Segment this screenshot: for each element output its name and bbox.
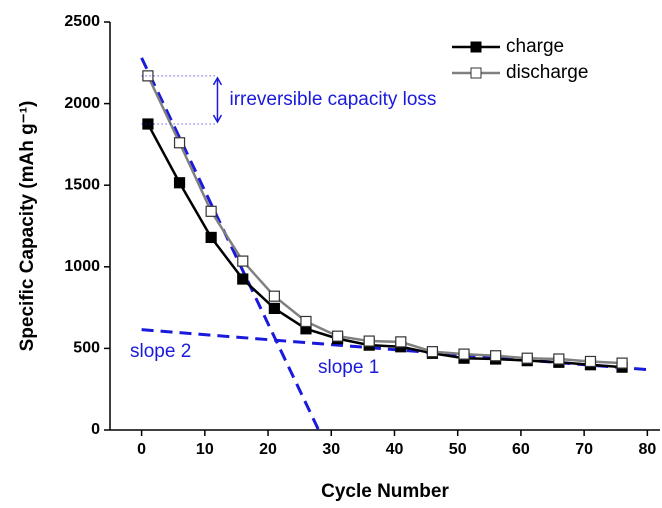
arrow-head <box>212 76 223 86</box>
marker <box>331 330 344 342</box>
marker <box>205 205 217 217</box>
y-tick-label: 1500 <box>64 176 100 193</box>
marker <box>521 352 533 364</box>
trend-label: slope 2 <box>130 341 191 362</box>
marker <box>458 348 470 360</box>
marker <box>268 290 280 302</box>
legend-marker <box>470 67 482 79</box>
marker <box>300 315 312 328</box>
marker <box>490 350 502 362</box>
series-line <box>146 123 623 369</box>
legend-label: charge <box>506 36 564 57</box>
trend-label: slope 1 <box>318 357 379 378</box>
marker <box>553 353 565 365</box>
x-tick-label: 0 <box>137 441 146 458</box>
marker <box>584 355 597 368</box>
y-tick-label: 1000 <box>64 258 100 275</box>
marker <box>173 137 186 149</box>
series-line <box>146 75 623 365</box>
marker <box>268 302 280 315</box>
marker <box>616 357 628 369</box>
trend-line <box>140 57 320 431</box>
x-tick-label: 40 <box>386 441 404 458</box>
marker <box>395 336 407 348</box>
annotation: irreversible capacity loss <box>229 89 436 110</box>
marker <box>237 255 249 267</box>
y-tick-label: 0 <box>91 421 100 438</box>
x-tick-label: 10 <box>196 441 214 458</box>
legend-marker <box>470 41 482 53</box>
marker <box>142 70 154 82</box>
arrow-head <box>212 114 223 124</box>
x-axis-title: Cycle Number <box>321 481 449 502</box>
x-tick-label: 80 <box>638 441 656 458</box>
y-tick-label: 2000 <box>64 95 100 112</box>
marker <box>363 335 375 347</box>
x-tick-label: 20 <box>259 441 277 458</box>
x-tick-label: 30 <box>322 441 340 458</box>
marker <box>426 346 439 358</box>
x-tick-label: 50 <box>449 441 467 458</box>
x-tick-label: 70 <box>575 441 593 458</box>
marker <box>173 177 186 189</box>
x-tick-label: 60 <box>512 441 530 458</box>
y-tick-label: 500 <box>73 340 100 357</box>
marker <box>205 231 217 244</box>
legend-label: discharge <box>506 62 588 83</box>
y-tick-label: 2500 <box>64 13 100 30</box>
marker <box>142 118 154 130</box>
marker <box>237 273 249 285</box>
y-axis-title: Specific Capacity (mAh g⁻¹) <box>17 101 38 352</box>
